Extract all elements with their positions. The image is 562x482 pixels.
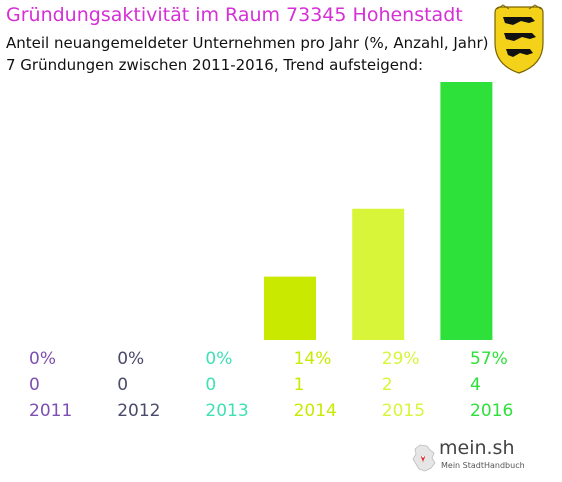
percent-label-2015: 29% — [382, 349, 420, 369]
year-label-2011: 2011 — [29, 401, 72, 421]
chart-subtitle: Anteil neuangemeldeter Unternehmen pro J… — [6, 34, 489, 52]
percent-label-2014: 14% — [294, 349, 332, 369]
bar-2014 — [264, 276, 316, 340]
chart-title: Gründungsaktivität im Raum 73345 Hohenst… — [6, 4, 463, 26]
percent-label-2012: 0% — [117, 349, 144, 369]
brand-name: mein.sh — [439, 437, 515, 459]
chart-summary: 7 Gründungen zwischen 2011-2016, Trend a… — [6, 56, 424, 74]
year-label-2014: 2014 — [294, 401, 337, 421]
count-label-2011: 0 — [29, 375, 40, 395]
brand-logo[interactable]: mein.sh Mein StadtHandbuch — [411, 437, 541, 477]
percent-label-2013: 0% — [205, 349, 232, 369]
count-label-2016: 4 — [470, 375, 481, 395]
coat-of-arms-icon — [494, 4, 544, 74]
year-label-2015: 2015 — [382, 401, 425, 421]
percent-label-2011: 0% — [29, 349, 56, 369]
count-label-2015: 2 — [382, 375, 393, 395]
bar-2016 — [440, 82, 493, 340]
year-label-2012: 2012 — [117, 401, 160, 421]
count-label-2013: 0 — [205, 375, 216, 395]
percent-label-2016: 57% — [470, 349, 508, 369]
germany-map-icon — [412, 444, 436, 472]
bar-2015 — [352, 208, 405, 340]
count-label-2014: 1 — [294, 375, 305, 395]
year-label-2016: 2016 — [470, 401, 513, 421]
count-label-2012: 0 — [117, 375, 128, 395]
year-label-2013: 2013 — [205, 401, 248, 421]
brand-tagline: Mein StadtHandbuch — [441, 461, 525, 470]
